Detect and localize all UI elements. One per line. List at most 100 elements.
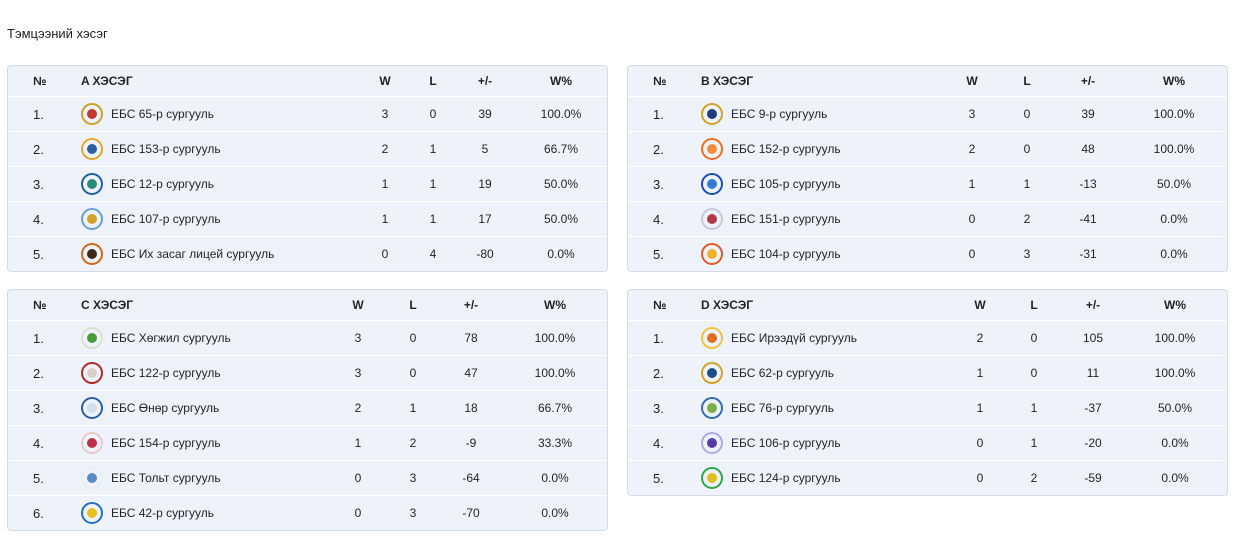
table-row[interactable]: 4. ЕБС 107-р сургууль 1 1 17 50.0% (8, 201, 607, 236)
wins-value: 2 (976, 331, 984, 345)
losses-value: 0 (1023, 142, 1031, 156)
table-header-row: № A ХЭСЭГ W L +/- W% (8, 66, 607, 96)
school-logo-icon (81, 208, 103, 230)
team-name[interactable]: ЕБС 154-р сургууль (111, 436, 221, 450)
table-row[interactable]: 1. ЕБС 9-р сургууль 3 0 39 100.0% (628, 96, 1227, 131)
team-cell[interactable]: ЕБС 62-р сургууль (701, 356, 834, 390)
table-row[interactable]: 3. ЕБС Өнөр сургууль 2 1 18 66.7% (8, 390, 607, 425)
col-header-num: № (33, 298, 47, 312)
win-pct-value: 100.0% (534, 331, 576, 345)
team-cell[interactable]: ЕБС 122-р сургууль (81, 356, 221, 390)
table-row[interactable]: 5. ЕБС 124-р сургууль 0 2 -59 0.0% (628, 460, 1227, 495)
team-cell[interactable]: ЕБС 153-р сургууль (81, 132, 221, 166)
school-logo-icon (701, 362, 723, 384)
wins-value: 0 (976, 471, 984, 485)
team-name[interactable]: ЕБС 104-р сургууль (731, 247, 841, 261)
losses-value: 1 (429, 142, 437, 156)
win-pct-value: 50.0% (1157, 401, 1193, 415)
team-cell[interactable]: ЕБС 106-р сургууль (701, 426, 841, 460)
team-cell[interactable]: ЕБС 12-р сургууль (81, 167, 214, 201)
team-cell[interactable]: ЕБС Их засаг лицей сургууль (81, 237, 274, 271)
point-diff-value: -37 (1084, 401, 1102, 415)
table-row[interactable]: 5. ЕБС Тольт сургууль 0 3 -64 0.0% (8, 460, 607, 495)
table-row[interactable]: 1. ЕБС Ирээдүй сургууль 2 0 105 100.0% (628, 320, 1227, 355)
team-cell[interactable]: ЕБС Тольт сургууль (81, 461, 221, 495)
rank-number: 1. (653, 106, 664, 122)
table-row[interactable]: 2. ЕБС 122-р сургууль 3 0 47 100.0% (8, 355, 607, 390)
team-name[interactable]: ЕБС 106-р сургууль (731, 436, 841, 450)
team-name[interactable]: ЕБС 65-р сургууль (111, 107, 215, 121)
group-title: C ХЭСЭГ (81, 298, 134, 312)
rank-number: 6. (33, 505, 44, 521)
team-name[interactable]: ЕБС 12-р сургууль (111, 177, 215, 191)
team-name[interactable]: ЕБС 76-р сургууль (731, 401, 835, 415)
team-cell[interactable]: ЕБС 76-р сургууль (701, 391, 834, 425)
school-logo-icon (701, 397, 723, 419)
team-name[interactable]: ЕБС 151-р сургууль (731, 212, 841, 226)
table-row[interactable]: 3. ЕБС 12-р сургууль 1 1 19 50.0% (8, 166, 607, 201)
win-pct-value: 66.7% (537, 401, 573, 415)
team-name[interactable]: ЕБС 107-р сургууль (111, 212, 221, 226)
team-cell[interactable]: ЕБС Хөгжил сургууль (81, 321, 231, 355)
point-diff-value: -64 (462, 471, 480, 485)
group-title: D ХЭСЭГ (701, 298, 754, 312)
rank-number: 3. (653, 176, 664, 192)
table-row[interactable]: 2. ЕБС 62-р сургууль 1 0 11 100.0% (628, 355, 1227, 390)
team-cell[interactable]: ЕБС 151-р сургууль (701, 202, 841, 236)
table-row[interactable]: 4. ЕБС 154-р сургууль 1 2 -9 33.3% (8, 425, 607, 460)
team-cell[interactable]: ЕБС 107-р сургууль (81, 202, 221, 236)
win-pct-value: 0.0% (541, 471, 569, 485)
team-name[interactable]: ЕБС 62-р сургууль (731, 366, 835, 380)
rank-number: 3. (33, 400, 44, 416)
table-row[interactable]: 1. ЕБС 65-р сургууль 3 0 39 100.0% (8, 96, 607, 131)
table-row[interactable]: 3. ЕБС 76-р сургууль 1 1 -37 50.0% (628, 390, 1227, 425)
team-name[interactable]: ЕБС 124-р сургууль (731, 471, 841, 485)
team-cell[interactable]: ЕБС Өнөр сургууль (81, 391, 219, 425)
team-name[interactable]: ЕБС Ирээдүй сургууль (731, 331, 857, 345)
team-cell[interactable]: ЕБС 42-р сургууль (81, 496, 214, 530)
school-logo-icon (701, 138, 723, 160)
wins-value: 1 (968, 177, 976, 191)
team-name[interactable]: ЕБС 105-р сургууль (731, 177, 841, 191)
school-logo-icon (81, 327, 103, 349)
team-name[interactable]: ЕБС 122-р сургууль (111, 366, 221, 380)
table-header-row: № D ХЭСЭГ W L +/- W% (628, 290, 1227, 320)
col-header-l: L (1023, 74, 1031, 88)
team-cell[interactable]: ЕБС 152-р сургууль (701, 132, 841, 166)
table-row[interactable]: 5. ЕБС Их засаг лицей сургууль 0 4 -80 0.0% (8, 236, 607, 271)
wins-value: 3 (354, 331, 362, 345)
point-diff-value: -20 (1084, 436, 1102, 450)
team-cell[interactable]: ЕБС 104-р сургууль (701, 237, 841, 271)
table-row[interactable]: 4. ЕБС 106-р сургууль 0 1 -20 0.0% (628, 425, 1227, 460)
school-logo-icon (81, 103, 103, 125)
team-name[interactable]: ЕБС Өнөр сургууль (111, 401, 220, 415)
table-row[interactable]: 3. ЕБС 105-р сургууль 1 1 -13 50.0% (628, 166, 1227, 201)
losses-value: 1 (1030, 401, 1038, 415)
team-cell[interactable]: ЕБС Ирээдүй сургууль (701, 321, 857, 355)
team-cell[interactable]: ЕБС 65-р сургууль (81, 97, 214, 131)
table-row[interactable]: 4. ЕБС 151-р сургууль 0 2 -41 0.0% (628, 201, 1227, 236)
rank-number: 2. (653, 365, 664, 381)
team-name[interactable]: ЕБС Их засаг лицей сургууль (111, 247, 275, 261)
team-cell[interactable]: ЕБС 9-р сургууль (701, 97, 827, 131)
losses-value: 0 (429, 107, 437, 121)
table-row[interactable]: 5. ЕБС 104-р сургууль 0 3 -31 0.0% (628, 236, 1227, 271)
team-cell[interactable]: ЕБС 124-р сургууль (701, 461, 841, 495)
wins-value: 0 (354, 471, 362, 485)
team-cell[interactable]: ЕБС 154-р сургууль (81, 426, 221, 460)
team-cell[interactable]: ЕБС 105-р сургууль (701, 167, 841, 201)
col-header-num: № (33, 74, 47, 88)
table-row[interactable]: 1. ЕБС Хөгжил сургууль 3 0 78 100.0% (8, 320, 607, 355)
table-row[interactable]: 2. ЕБС 152-р сургууль 2 0 48 100.0% (628, 131, 1227, 166)
win-pct-value: 0.0% (1160, 212, 1188, 226)
team-name[interactable]: ЕБС Хөгжил сургууль (111, 331, 231, 345)
team-name[interactable]: ЕБС 153-р сургууль (111, 142, 221, 156)
team-name[interactable]: ЕБС 9-р сургууль (731, 107, 828, 121)
table-row[interactable]: 6. ЕБС 42-р сургууль 0 3 -70 0.0% (8, 495, 607, 530)
table-row[interactable]: 2. ЕБС 153-р сургууль 2 1 5 66.7% (8, 131, 607, 166)
group-title: B ХЭСЭГ (701, 74, 754, 88)
team-name[interactable]: ЕБС 42-р сургууль (111, 506, 215, 520)
point-diff-value: -80 (476, 247, 494, 261)
team-name[interactable]: ЕБС Тольт сургууль (111, 471, 221, 485)
team-name[interactable]: ЕБС 152-р сургууль (731, 142, 841, 156)
